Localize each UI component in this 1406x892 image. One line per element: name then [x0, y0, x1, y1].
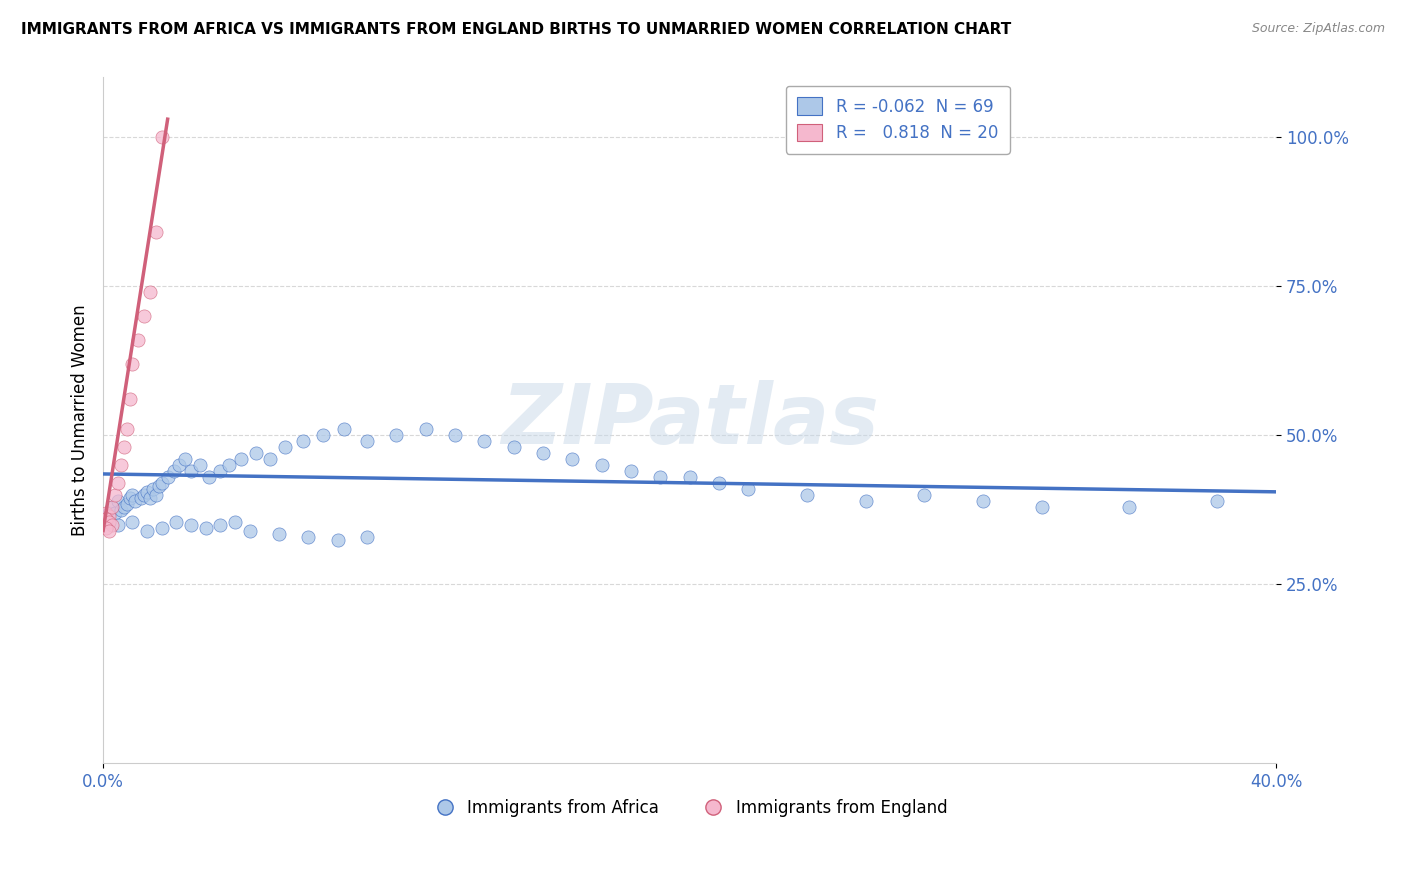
Point [180, 517, 202, 532]
Y-axis label: Births to Unmarried Women: Births to Unmarried Women [72, 304, 89, 536]
Point [142, 482, 165, 496]
Point [1118, 500, 1140, 514]
Point [118, 392, 141, 407]
Point [332, 422, 354, 436]
Point [139, 285, 162, 299]
Point [94, 520, 117, 534]
Point [274, 440, 297, 454]
Point [136, 484, 159, 499]
Text: ZIPatlas: ZIPatlas [501, 380, 879, 461]
Point [472, 434, 495, 449]
Point [197, 470, 219, 484]
Point [104, 488, 127, 502]
Point [796, 488, 818, 502]
Point [145, 226, 167, 240]
Point [145, 488, 167, 502]
Point [356, 434, 378, 449]
Point [98, 515, 121, 529]
Point [107, 517, 129, 532]
Point [591, 458, 613, 472]
Point [385, 428, 408, 442]
Point [972, 493, 994, 508]
Point [259, 452, 281, 467]
Point [169, 458, 191, 472]
Point [650, 470, 672, 484]
Point [98, 524, 121, 538]
Point [136, 524, 159, 538]
Point [124, 493, 146, 508]
Point [129, 491, 152, 505]
Point [112, 500, 135, 514]
Point [148, 479, 170, 493]
Point [356, 530, 378, 544]
Point [224, 515, 246, 529]
Point [1206, 493, 1229, 508]
Point [115, 497, 138, 511]
Legend: Immigrants from Africa, Immigrants from England: Immigrants from Africa, Immigrants from … [426, 792, 953, 823]
Point [98, 508, 121, 523]
Point [267, 526, 290, 541]
Point [121, 357, 143, 371]
Point [229, 452, 252, 467]
Point [1031, 500, 1053, 514]
Point [678, 470, 700, 484]
Point [101, 500, 124, 514]
Point [107, 493, 129, 508]
Point [121, 515, 143, 529]
Point [127, 333, 149, 347]
Point [162, 464, 184, 478]
Point [312, 428, 335, 442]
Point [209, 517, 232, 532]
Point [150, 520, 173, 534]
Point [620, 464, 643, 478]
Point [444, 428, 467, 442]
Point [98, 506, 121, 520]
Point [112, 440, 135, 454]
Point [134, 309, 156, 323]
Point [855, 493, 877, 508]
Point [291, 434, 314, 449]
Point [94, 511, 117, 525]
Point [239, 524, 262, 538]
Point [707, 475, 730, 490]
Point [245, 446, 267, 460]
Point [110, 502, 132, 516]
Point [188, 458, 211, 472]
Point [531, 446, 554, 460]
Point [134, 488, 156, 502]
Point [180, 464, 202, 478]
Point [101, 517, 124, 532]
Point [115, 422, 138, 436]
Point [94, 506, 117, 520]
Point [209, 464, 232, 478]
Point [118, 491, 141, 505]
Point [110, 458, 132, 472]
Point [737, 482, 759, 496]
Point [156, 470, 179, 484]
Point [561, 452, 583, 467]
Point [415, 422, 437, 436]
Text: Source: ZipAtlas.com: Source: ZipAtlas.com [1251, 22, 1385, 36]
Point [326, 533, 349, 547]
Point [194, 520, 217, 534]
Point [502, 440, 524, 454]
Point [218, 458, 240, 472]
Point [104, 506, 127, 520]
Point [150, 130, 173, 145]
Point [139, 491, 162, 505]
Point [912, 488, 935, 502]
Point [150, 475, 173, 490]
Point [121, 488, 143, 502]
Point [101, 500, 124, 514]
Point [165, 515, 187, 529]
Point [174, 452, 197, 467]
Point [107, 475, 129, 490]
Text: IMMIGRANTS FROM AFRICA VS IMMIGRANTS FROM ENGLAND BIRTHS TO UNMARRIED WOMEN CORR: IMMIGRANTS FROM AFRICA VS IMMIGRANTS FRO… [21, 22, 1011, 37]
Point [297, 530, 319, 544]
